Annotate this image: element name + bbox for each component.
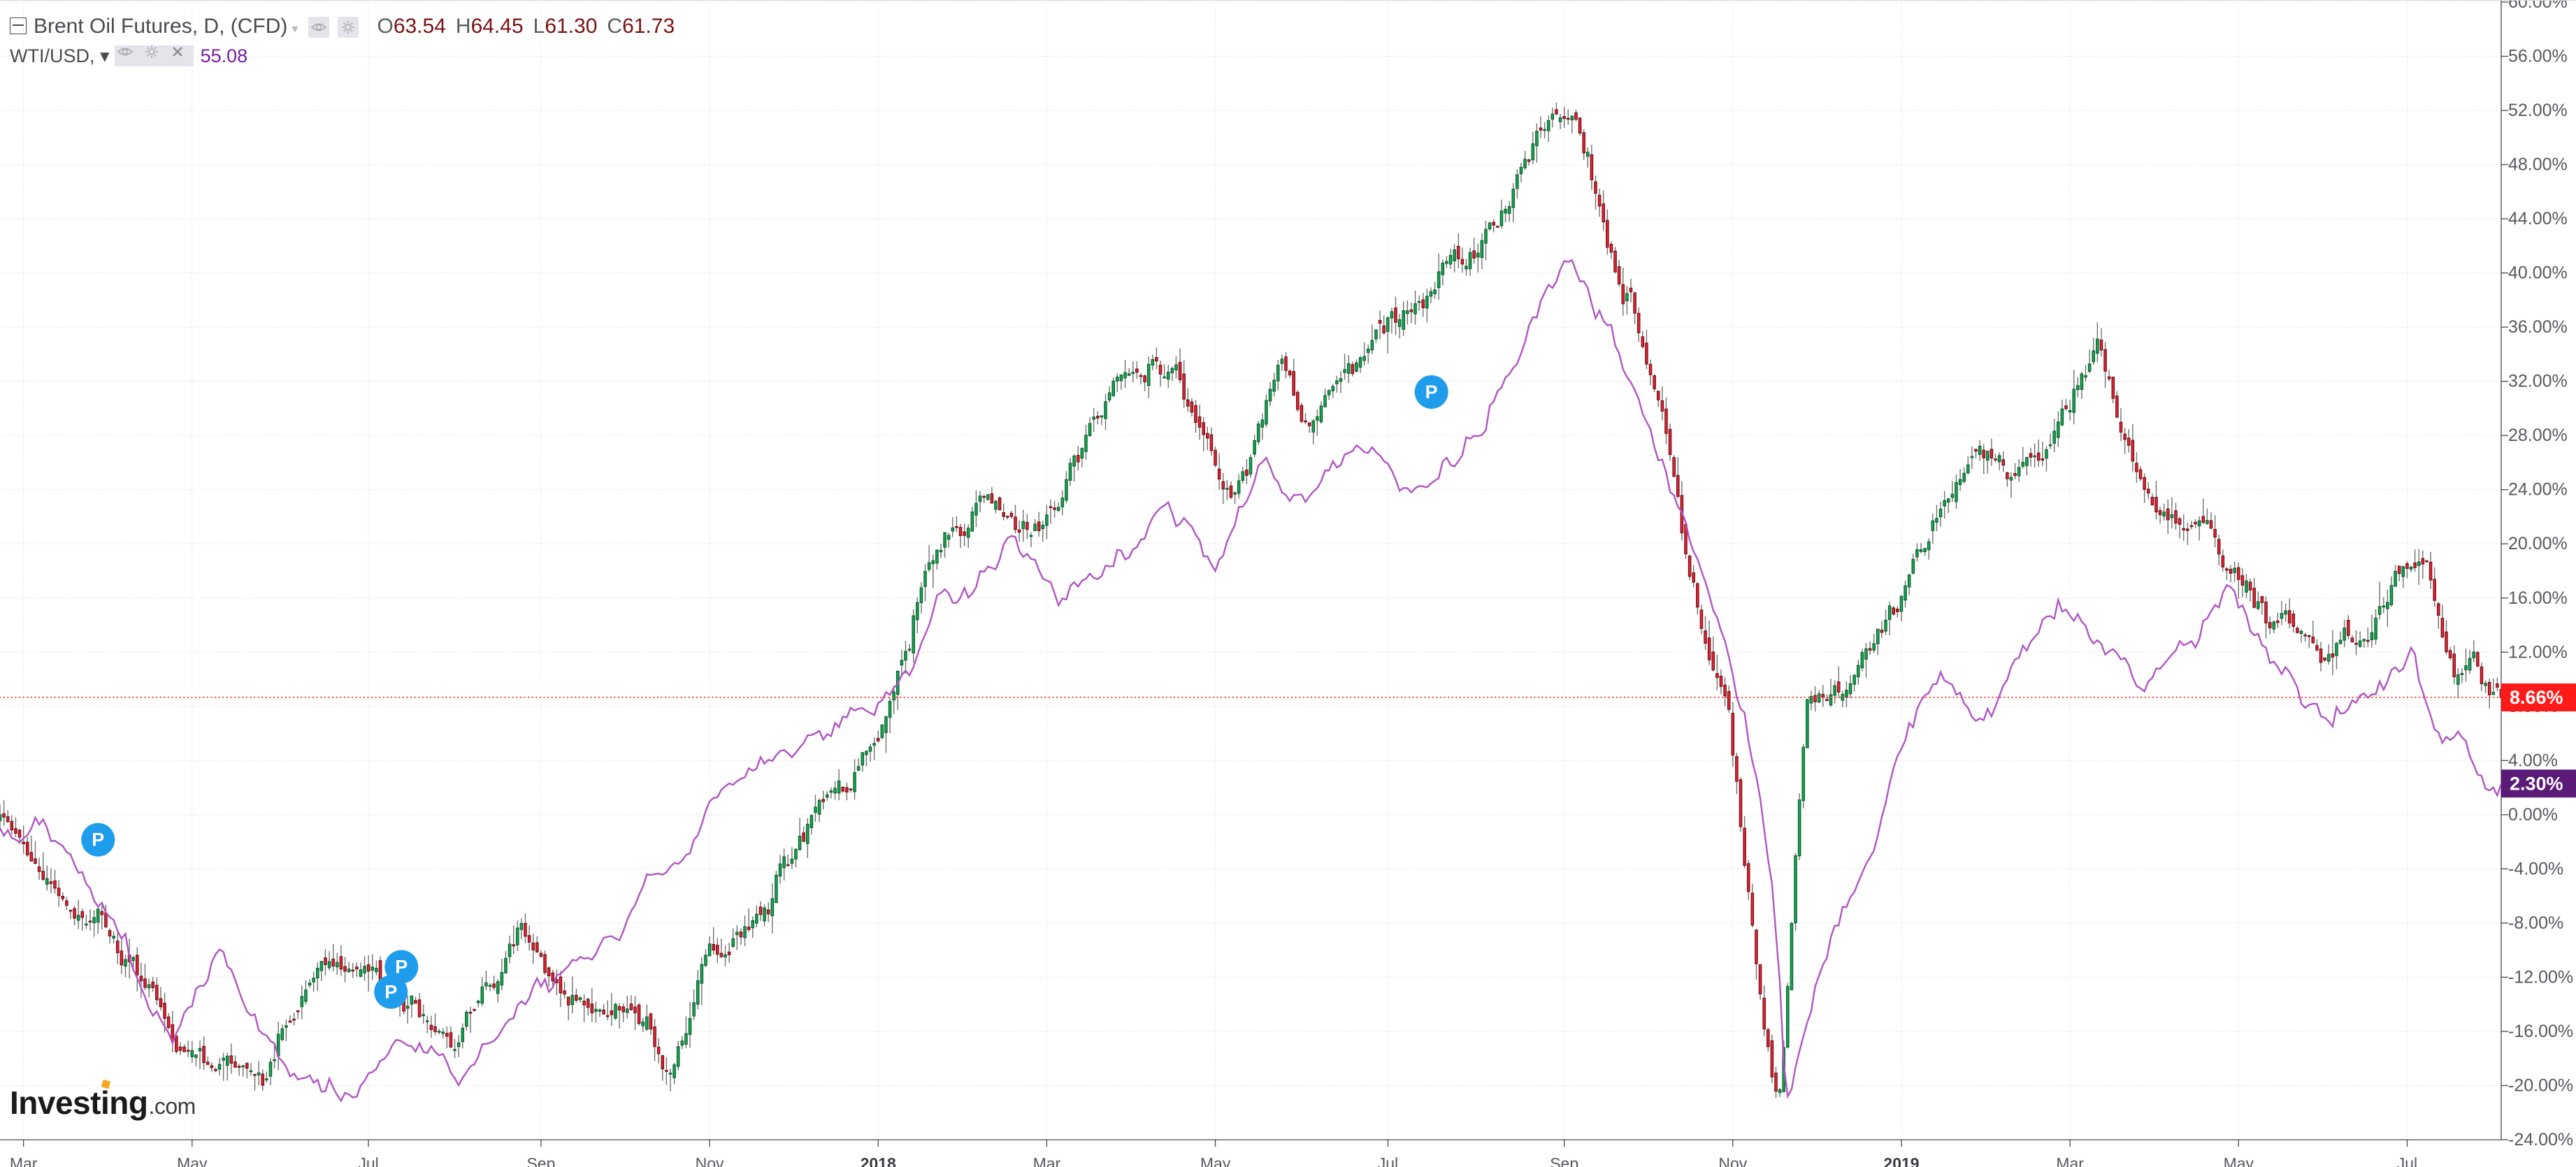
svg-text:52.00%: 52.00% <box>2508 101 2568 120</box>
svg-text:8.66%: 8.66% <box>2510 687 2563 708</box>
svg-text:P: P <box>384 982 397 1003</box>
svg-text:Sep: Sep <box>526 1154 555 1167</box>
svg-text:32.00%: 32.00% <box>2508 372 2568 391</box>
svg-text:Sep: Sep <box>1550 1154 1578 1167</box>
svg-text:-8.00%: -8.00% <box>2508 913 2563 933</box>
svg-text:2018: 2018 <box>861 1154 896 1167</box>
svg-text:-4.00%: -4.00% <box>2508 859 2563 878</box>
svg-text:Jul: Jul <box>358 1154 378 1167</box>
svg-text:Mar: Mar <box>2056 1154 2084 1167</box>
svg-text:Jul: Jul <box>1378 1154 1398 1167</box>
svg-text:16.00%: 16.00% <box>2508 588 2568 608</box>
svg-text:4.00%: 4.00% <box>2508 751 2558 770</box>
svg-text:0.00%: 0.00% <box>2508 805 2558 825</box>
svg-text:-16.00%: -16.00% <box>2508 1022 2573 1041</box>
svg-text:12.00%: 12.00% <box>2508 642 2568 662</box>
svg-text:60.00%: 60.00% <box>2508 1 2568 12</box>
svg-text:Nov: Nov <box>1718 1154 1747 1167</box>
svg-text:56.00%: 56.00% <box>2508 47 2568 66</box>
svg-text:36.00%: 36.00% <box>2508 317 2568 337</box>
svg-text:24.00%: 24.00% <box>2508 480 2568 500</box>
svg-text:Nov: Nov <box>696 1154 724 1167</box>
svg-text:Mar: Mar <box>1033 1154 1061 1167</box>
svg-text:P: P <box>92 829 104 850</box>
svg-text:48.00%: 48.00% <box>2508 155 2568 175</box>
svg-text:May: May <box>1200 1154 1231 1167</box>
svg-text:May: May <box>2224 1154 2254 1167</box>
svg-text:May: May <box>177 1154 208 1167</box>
svg-text:44.00%: 44.00% <box>2508 209 2568 229</box>
svg-text:2.30%: 2.30% <box>2510 773 2563 794</box>
svg-text:28.00%: 28.00% <box>2508 426 2568 445</box>
svg-text:40.00%: 40.00% <box>2508 263 2568 283</box>
svg-text:-24.00%: -24.00% <box>2508 1130 2573 1150</box>
svg-text:2019: 2019 <box>1883 1154 1919 1167</box>
svg-text:P: P <box>1425 382 1438 403</box>
svg-text:-12.00%: -12.00% <box>2508 967 2573 987</box>
svg-text:-20.00%: -20.00% <box>2508 1075 2573 1095</box>
svg-text:Jul: Jul <box>2397 1154 2417 1167</box>
svg-text:Mar: Mar <box>10 1154 38 1167</box>
svg-text:P: P <box>395 957 408 978</box>
svg-text:20.00%: 20.00% <box>2508 534 2568 553</box>
